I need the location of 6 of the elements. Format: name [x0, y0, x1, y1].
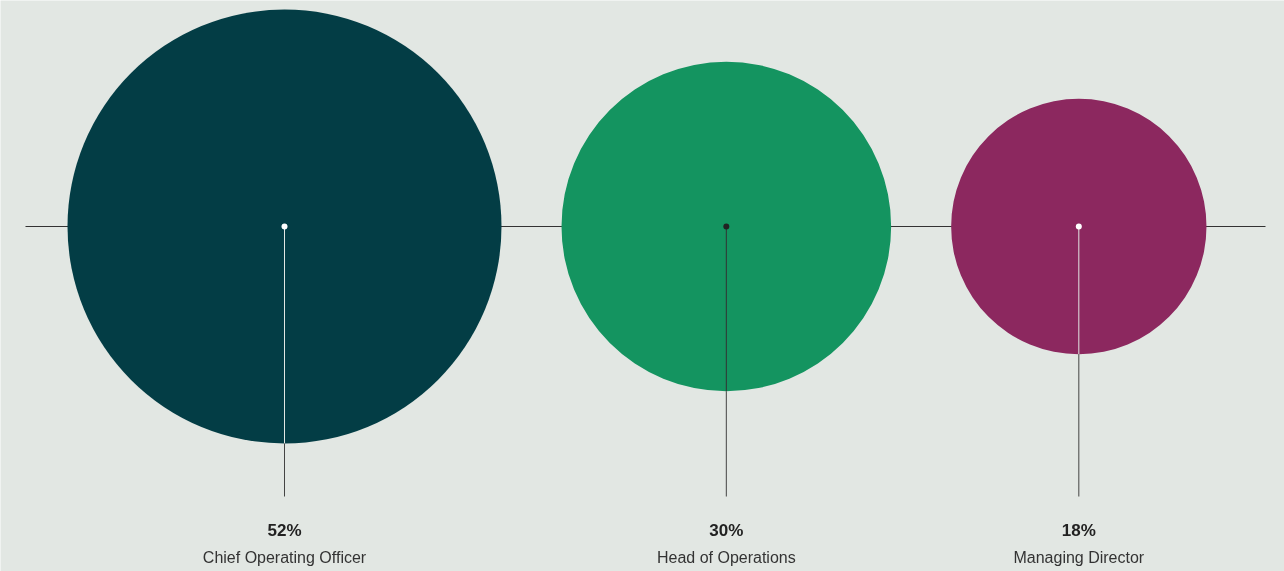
data-label: 52% [267, 521, 302, 540]
data-label: 18% [1061, 521, 1096, 540]
data-label: 30% [709, 521, 744, 540]
category-label: Managing Director [1013, 549, 1145, 566]
category-label: Head of Operations [656, 549, 796, 566]
category-label: Chief Operating Officer [202, 549, 367, 566]
